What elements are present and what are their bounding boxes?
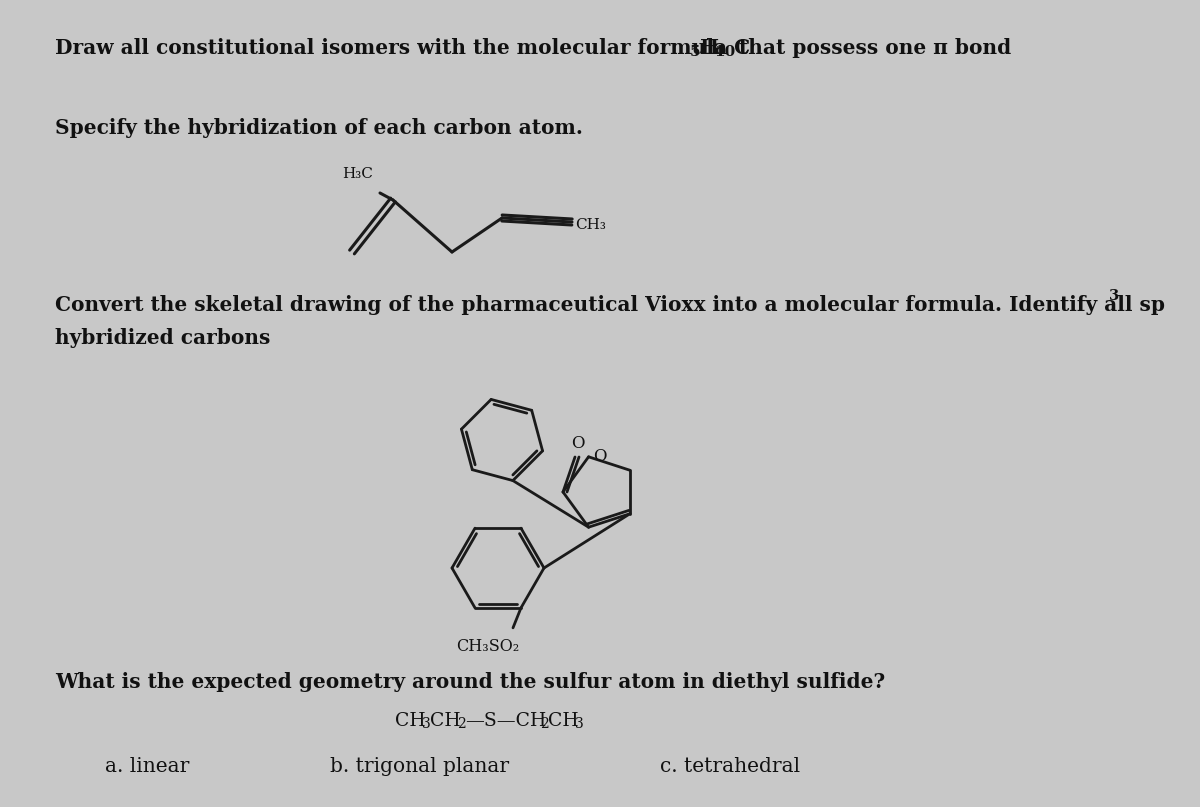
- Text: O: O: [571, 435, 584, 452]
- Text: —S—CH: —S—CH: [466, 712, 546, 730]
- Text: 3: 3: [1109, 289, 1120, 303]
- Text: a. linear: a. linear: [106, 757, 190, 776]
- Text: 2: 2: [457, 717, 466, 731]
- Text: hybridized carbons: hybridized carbons: [55, 328, 270, 348]
- Text: that possess one π bond: that possess one π bond: [732, 38, 1012, 58]
- Text: CH: CH: [395, 712, 426, 730]
- Text: H: H: [700, 38, 719, 58]
- Text: 10: 10: [714, 45, 736, 59]
- Text: 5: 5: [690, 45, 701, 59]
- Text: 2: 2: [540, 717, 548, 731]
- Text: Draw all constitutional isomers with the molecular formula C: Draw all constitutional isomers with the…: [55, 38, 750, 58]
- Text: 3: 3: [575, 717, 583, 731]
- Text: O: O: [594, 449, 607, 466]
- Text: CH: CH: [548, 712, 578, 730]
- Text: What is the expected geometry around the sulfur atom in diethyl sulfide?: What is the expected geometry around the…: [55, 672, 886, 692]
- Text: Convert the skeletal drawing of the pharmaceutical Vioxx into a molecular formul: Convert the skeletal drawing of the phar…: [55, 295, 1165, 315]
- Text: CH: CH: [430, 712, 461, 730]
- Text: CH₃: CH₃: [575, 218, 606, 232]
- Text: c. tetrahedral: c. tetrahedral: [660, 757, 800, 776]
- Text: H₃C: H₃C: [342, 167, 373, 181]
- Text: Specify the hybridization of each carbon atom.: Specify the hybridization of each carbon…: [55, 118, 583, 138]
- Text: 3: 3: [422, 717, 431, 731]
- Text: CH₃SO₂: CH₃SO₂: [456, 638, 520, 654]
- Text: b. trigonal planar: b. trigonal planar: [330, 757, 509, 776]
